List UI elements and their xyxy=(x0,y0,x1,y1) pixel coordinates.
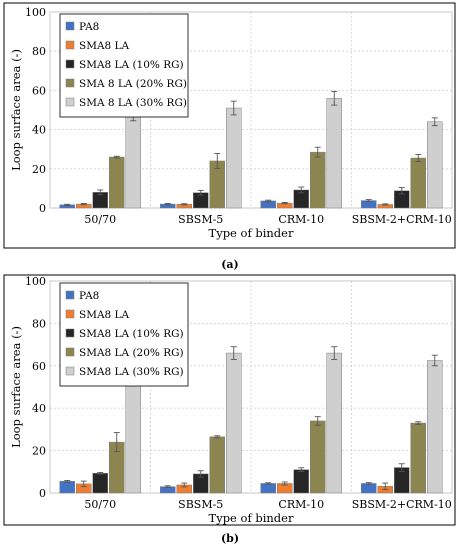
y-axis-title: Loop surface area (-) xyxy=(9,49,23,171)
bar xyxy=(310,420,326,494)
legend-box xyxy=(59,13,189,118)
legend-box xyxy=(59,282,189,387)
legend-swatch xyxy=(65,366,75,376)
legend-entry: SMA8 LA (10% RG) xyxy=(79,59,184,71)
bar xyxy=(226,107,242,209)
x-tick-label: CRM-10 xyxy=(278,498,324,511)
bar xyxy=(310,151,326,209)
x-tick-label: SBSM-5 xyxy=(178,498,223,511)
bar xyxy=(293,469,309,494)
legend-swatch xyxy=(65,40,75,50)
bar xyxy=(361,483,377,494)
bar xyxy=(326,352,342,494)
panel-caption: (a) xyxy=(221,258,239,271)
x-tick-label: SBSM-2+CRM-10 xyxy=(352,498,452,511)
y-tick-label: 80 xyxy=(32,317,46,330)
x-tick-label: SBSM-5 xyxy=(178,213,223,226)
legend-swatch xyxy=(65,328,75,338)
bar xyxy=(92,473,108,494)
legend-swatch xyxy=(65,309,75,319)
bar xyxy=(125,114,141,209)
panel-frame xyxy=(3,2,456,249)
legend-swatch xyxy=(65,21,75,31)
x-tick-label: 50/70 xyxy=(84,213,116,226)
x-axis-title: Type of binder xyxy=(209,226,294,240)
bar xyxy=(427,360,443,494)
legend-swatch xyxy=(65,290,75,300)
bar xyxy=(326,97,342,209)
y-tick-label: 100 xyxy=(25,275,46,288)
plot-area xyxy=(49,280,453,494)
legend: PA8 SMA8 LA SMA8 LA (10% RG) SMA8 LA (20% R… xyxy=(59,282,189,387)
legend-entry: SMA 8 LA (30% RG) xyxy=(79,97,187,109)
legend-entry: SMA 8 LA (20% RG) xyxy=(79,78,187,90)
plot-area xyxy=(49,11,453,209)
chart-panel-b: 0 20 40 60 80 100 50/70 SBSM-5 CRM-10 SBSM-2+CRM-… xyxy=(3,274,456,545)
legend-swatch xyxy=(65,59,75,69)
bar xyxy=(209,436,225,494)
legend-entry: SMA8 LA xyxy=(79,40,130,52)
legend-entry: SMA8 LA (30% RG) xyxy=(79,366,184,378)
y-tick-label: 60 xyxy=(32,360,46,373)
y-axis-title: Loop surface area (-) xyxy=(9,326,23,448)
legend: PA8 SMA8 LA SMA8 LA (10% RG) SMA 8 LA (20% … xyxy=(59,13,189,118)
panel-caption: (b) xyxy=(221,532,239,545)
y-tick-label: 0 xyxy=(39,202,46,215)
bar xyxy=(260,483,276,494)
x-tick-label: SBSM-2+CRM-10 xyxy=(352,213,452,226)
y-tick-label: 0 xyxy=(39,487,46,500)
y-tick-label: 40 xyxy=(32,124,46,137)
y-tick-label: 60 xyxy=(32,84,46,97)
x-tick-label: 50/70 xyxy=(84,498,116,511)
y-tick-label: 100 xyxy=(25,6,46,19)
bar xyxy=(59,481,75,494)
bar xyxy=(427,121,443,209)
legend-entry: SMA8 LA (10% RG) xyxy=(79,328,184,340)
bar xyxy=(226,352,242,494)
legend-entry: PA8 xyxy=(79,290,99,302)
x-axis-title: Type of binder xyxy=(209,511,294,525)
legend-entry: SMA8 LA xyxy=(79,309,130,321)
legend-entry: SMA8 LA (20% RG) xyxy=(79,347,184,359)
legend-swatch xyxy=(65,347,75,357)
bar xyxy=(410,157,426,209)
chart-panel-a: 0 20 40 60 80 100 50/70 SBSM-5 CRM-10 SBSM-2+CRM-… xyxy=(3,2,456,271)
panel-frame xyxy=(3,274,456,526)
y-tick-label: 20 xyxy=(32,163,46,176)
y-tick-label: 80 xyxy=(32,45,46,58)
bar xyxy=(410,422,426,494)
legend-entry: PA8 xyxy=(79,21,99,33)
y-tick-label: 40 xyxy=(32,402,46,415)
bar xyxy=(109,156,125,209)
y-tick-label: 20 xyxy=(32,445,46,458)
x-tick-label: CRM-10 xyxy=(278,213,324,226)
legend-swatch xyxy=(65,97,75,107)
legend-swatch xyxy=(65,78,75,88)
